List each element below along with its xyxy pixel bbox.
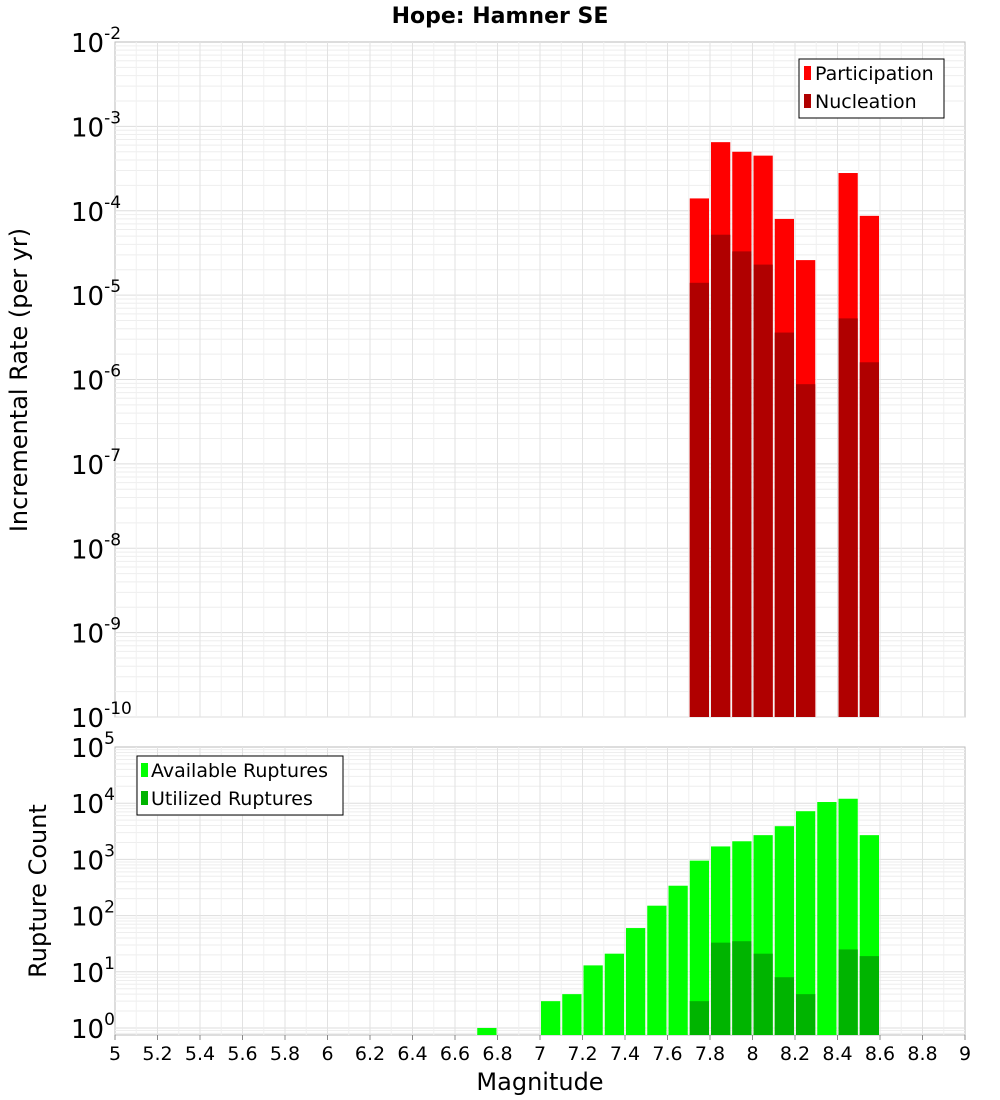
bar-utilized-ruptures	[711, 942, 731, 1035]
y-tick-label: 103	[71, 841, 115, 876]
x-tick-label: 7.2	[567, 1043, 597, 1065]
count-legend-box	[136, 755, 344, 816]
x-tick-label: 7.4	[610, 1043, 640, 1065]
x-tick-label: 8.4	[822, 1043, 852, 1065]
x-tick-label: 5.4	[185, 1043, 215, 1065]
x-tick-label: 6.2	[355, 1043, 385, 1065]
bar-available-ruptures	[583, 965, 603, 1035]
rate-legend: Participation Nucleation	[798, 58, 945, 119]
bar-nucleation	[732, 251, 752, 717]
count-legend: Available Ruptures Utilized Ruptures	[136, 755, 344, 816]
x-tick-label: 5.6	[227, 1043, 257, 1065]
bar-available-ruptures	[477, 1027, 497, 1035]
count-bars	[477, 798, 879, 1035]
bar-available-ruptures	[689, 860, 709, 1035]
bar-nucleation	[689, 282, 709, 717]
rate-y-axis-label: Incremental Rate (per yr)	[5, 228, 33, 532]
bar-available-ruptures	[817, 802, 837, 1035]
bar-nucleation	[859, 362, 879, 717]
y-tick-label: 105	[71, 729, 115, 764]
x-tick-label: 8.8	[907, 1043, 937, 1065]
y-tick-label: 10-8	[71, 530, 121, 565]
x-tick-label: 7	[534, 1043, 546, 1065]
bar-utilized-ruptures	[689, 1001, 709, 1035]
y-tick-label: 10-2	[71, 24, 121, 59]
nucleation-legend-swatch	[804, 94, 811, 108]
x-tick-label: 8	[746, 1043, 758, 1065]
rate-bars	[689, 142, 879, 718]
magnitude-x-ticks: 5 5.2 5.4 5.6 5.8 6 6.2 6.4 6.6 6.8 7 7.2 7.4 7.6 7.8 8…	[109, 1035, 971, 1065]
nucleation-legend-label: Nucleation	[815, 91, 917, 113]
x-tick-label: 5.2	[142, 1043, 172, 1065]
bar-utilized-ruptures	[732, 941, 752, 1035]
x-tick-label: 6	[321, 1043, 333, 1065]
count-panel: 100 101 102 103 104 105 5 5.2 5.4 5.6 5.8 6 6.2 6.4 6…	[24, 729, 971, 1096]
y-tick-label: 10-4	[71, 193, 121, 228]
chart-title: Hope: Hamner SE	[392, 4, 609, 29]
y-tick-label: 10-6	[71, 362, 121, 397]
bar-available-ruptures	[796, 811, 816, 1035]
utilized-legend-swatch	[141, 791, 148, 805]
y-tick-label: 10-5	[71, 277, 121, 312]
available-legend-label: Available Ruptures	[151, 760, 328, 782]
bar-nucleation	[753, 264, 773, 717]
rate-legend-box	[798, 58, 945, 119]
y-tick-label: 10-10	[71, 699, 132, 734]
x-tick-label: 7.6	[652, 1043, 682, 1065]
count-y-ticks: 100 101 102 103 104 105	[71, 729, 115, 1045]
bar-available-ruptures	[626, 928, 646, 1035]
x-tick-label: 8.6	[865, 1043, 895, 1065]
rate-y-ticks: 10-10 10-9 10-8 10-7 10-6 10-5 10-4 10-3 10-2	[71, 24, 132, 734]
x-tick-label: 6.8	[482, 1043, 512, 1065]
bar-available-ruptures	[604, 953, 624, 1035]
bar-nucleation	[796, 384, 816, 717]
bar-available-ruptures	[562, 994, 582, 1035]
bar-available-ruptures	[647, 905, 667, 1035]
utilized-legend-label: Utilized Ruptures	[151, 788, 313, 810]
x-tick-label: 6.6	[440, 1043, 470, 1065]
available-legend-swatch	[141, 763, 148, 777]
bar-utilized-ruptures	[796, 994, 816, 1035]
bar-utilized-ruptures	[838, 949, 858, 1035]
y-tick-label: 10-9	[71, 615, 121, 650]
y-tick-label: 10-3	[71, 108, 121, 143]
participation-legend-label: Participation	[815, 63, 934, 85]
x-tick-label: 5.8	[270, 1043, 300, 1065]
bar-nucleation	[838, 318, 858, 717]
bar-available-ruptures	[541, 1001, 561, 1035]
bar-nucleation	[711, 234, 731, 717]
bar-utilized-ruptures	[753, 953, 773, 1035]
x-tick-label: 6.4	[397, 1043, 427, 1065]
count-y-axis-label: Rupture Count	[24, 804, 52, 978]
x-axis-label: Magnitude	[476, 1068, 603, 1096]
rate-panel: 10-10 10-9 10-8 10-7 10-6 10-5 10-4 10-3 10-2 In…	[5, 24, 966, 734]
y-tick-label: 102	[71, 898, 115, 933]
participation-legend-swatch	[804, 66, 811, 80]
bar-nucleation	[774, 332, 794, 717]
x-tick-label: 9	[959, 1043, 971, 1065]
bar-utilized-ruptures	[859, 956, 879, 1035]
y-tick-label: 100	[71, 1010, 115, 1045]
y-tick-label: 104	[71, 785, 115, 820]
x-tick-label: 5	[109, 1043, 121, 1065]
x-tick-label: 8.2	[780, 1043, 810, 1065]
bar-available-ruptures	[668, 885, 688, 1035]
y-tick-label: 101	[71, 954, 115, 989]
rate-gridlines	[115, 42, 965, 718]
bar-utilized-ruptures	[774, 977, 794, 1035]
x-tick-label: 7.8	[695, 1043, 725, 1065]
y-tick-label: 10-7	[71, 446, 121, 481]
